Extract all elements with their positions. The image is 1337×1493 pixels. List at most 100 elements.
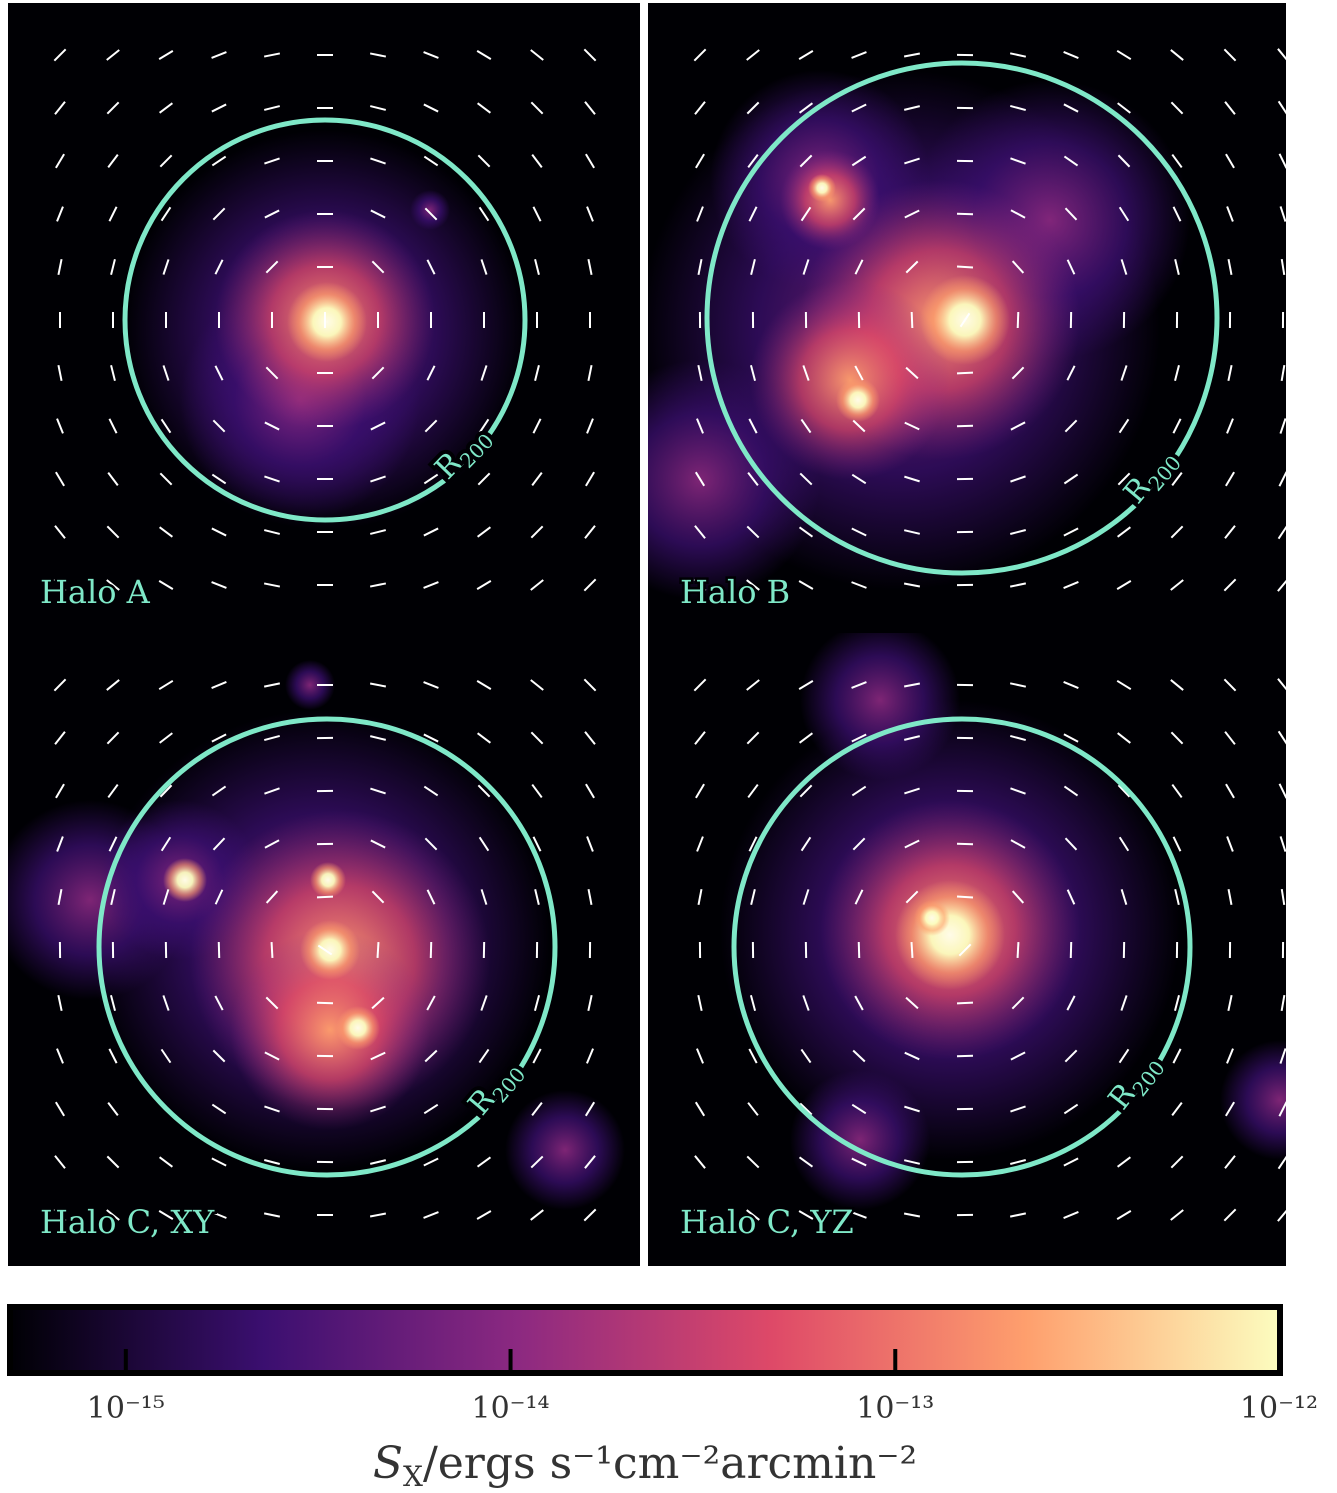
field-segment [852,837,866,851]
field-segment [1277,1155,1286,1170]
field-segment [56,836,64,852]
field-segment [584,1155,596,1169]
field-segment [530,49,544,61]
emission [285,660,335,710]
field-segment [696,418,704,434]
field-segment [57,994,63,1012]
field-segment [1063,1211,1079,1219]
field-segment [586,1048,594,1064]
field-segment [423,1157,439,1167]
colorbar-label: SX/ergs s⁻¹cm⁻²arcmin⁻² [373,1438,917,1493]
field-segment [799,154,813,168]
field-segment [748,1048,758,1064]
field-segment [1117,732,1131,744]
field-segment [802,365,810,381]
field-segment [798,680,814,690]
field-segment [694,1101,706,1117]
field-segment [694,731,706,745]
field-segment [1063,1157,1079,1167]
field-segment [910,311,914,329]
field-segment [747,154,759,168]
field-segment [211,1103,227,1115]
field-segment [107,783,119,799]
field-segment [1010,209,1026,219]
field-segment [903,1212,921,1218]
field-segment [477,526,491,538]
field-segment [851,51,867,59]
field-segment [746,525,760,539]
field-segment [214,995,224,1011]
field-segment [532,206,542,222]
field-segment [531,1102,543,1116]
field-segment [748,206,758,222]
field-segment [905,996,919,1010]
field-segment [1063,103,1079,113]
field-segment [265,366,279,380]
panel-label: Halo A [40,573,151,611]
field-segment [476,580,492,590]
field-segment [159,732,173,744]
field-segment [478,206,490,222]
emission [287,282,367,362]
field-segment [477,154,491,168]
field-segment [851,1157,867,1167]
field-segment [211,733,227,743]
field-segment [108,836,118,852]
field-segment [697,364,703,382]
field-segment [1224,101,1236,115]
field-segment [265,890,279,904]
field-segment [1009,52,1027,58]
field-segment [1226,836,1234,852]
field-segment [1009,1212,1027,1218]
field-segment [1174,365,1180,381]
field-segment [370,475,386,483]
r200-circle [122,117,528,523]
field-segment [1116,679,1132,691]
field-segment [904,839,920,849]
emission [300,920,360,980]
field-segment [1117,154,1131,168]
field-segment [1225,471,1235,487]
field-segment [904,1105,920,1113]
field-segment [749,995,757,1011]
field-segment [423,1103,439,1115]
field-segment [263,105,281,111]
field-segment [1280,888,1286,906]
field-segment [800,206,812,222]
field-segment [426,259,436,275]
field-segment [264,787,280,795]
field-segment [265,996,279,1010]
field-segment [746,731,760,745]
field-segment [211,51,227,59]
field-segment [370,1051,386,1061]
field-segment [585,471,595,487]
field-segment [696,206,704,222]
field-segment [108,206,118,222]
field-segment [583,48,597,62]
field-segment [584,525,596,539]
field-segment [1016,311,1020,329]
field-segment [1011,366,1025,380]
field-segment [959,312,971,328]
field-segment [1226,206,1234,222]
field-segment [746,579,760,591]
field-segment [54,1101,66,1117]
field-segment [695,153,705,169]
field-segment [583,1208,597,1222]
field-segment [1170,1155,1184,1169]
field-segment [477,472,491,486]
field-segment [1278,1101,1286,1117]
panel-label: Halo B [680,573,790,611]
field-segment [1227,364,1233,382]
field-segment [1174,258,1180,276]
field-segment [1279,206,1286,222]
field-segment [798,732,814,744]
field-segment [531,783,543,799]
field-segment [476,50,492,60]
field-segment [904,209,920,219]
field-segment [851,581,867,589]
field-segment [1225,783,1235,799]
field-segment [798,102,814,114]
field-segment [264,1051,280,1061]
